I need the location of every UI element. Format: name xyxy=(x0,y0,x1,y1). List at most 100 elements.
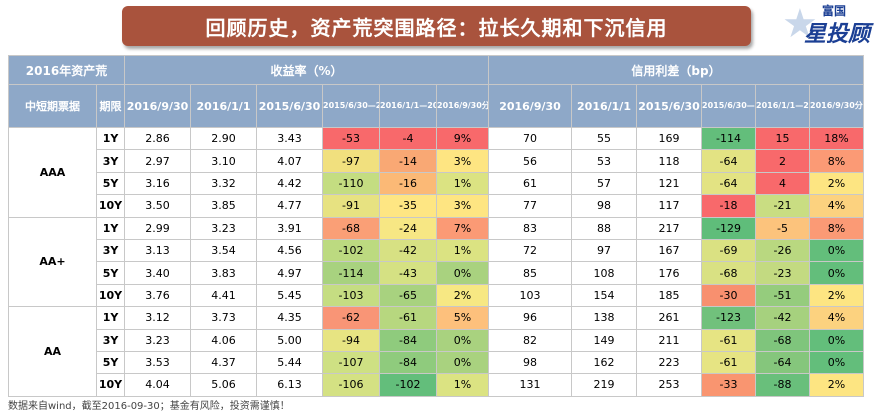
spread-cell: 169 xyxy=(636,126,702,151)
yield-cell: 3.91 xyxy=(256,216,323,240)
spread-cell: -64 xyxy=(701,171,756,196)
spread-cell: 167 xyxy=(636,238,702,263)
yield-cell: 4.77 xyxy=(256,194,323,218)
spread-cell: -26 xyxy=(755,238,810,263)
spread-cell: 55 xyxy=(571,126,637,151)
yield-cell: 4.97 xyxy=(256,261,323,285)
header-yield-col-0: 2016/9/30 xyxy=(124,84,191,128)
term-label: 5Y xyxy=(96,171,125,196)
spread-cell: -23 xyxy=(755,261,810,285)
header-spread-col-3: 2015/6/30—2016/1/1变动（bp） xyxy=(701,84,756,128)
header-spread-col-2: 2015/6/30 xyxy=(636,84,702,128)
spread-cell: 131 xyxy=(488,373,572,397)
spread-cell: 103 xyxy=(488,283,572,308)
spread-cell: 223 xyxy=(636,350,702,375)
term-label: 3Y xyxy=(96,238,125,263)
header-yield-col-4: 2016/1/1—2016/9/30变动（bp） xyxy=(379,84,437,128)
yield-cell: 3.73 xyxy=(190,306,257,330)
spread-cell: 121 xyxy=(636,171,702,196)
spread-cell: 82 xyxy=(488,328,572,352)
spread-cell: -68 xyxy=(755,328,810,352)
header-spread-group: 信用利差（bp） xyxy=(488,55,864,85)
yield-cell: -106 xyxy=(322,373,380,397)
header-spread-col-4: 2016/1/1—2016/9/30变动（bp） xyxy=(755,84,810,128)
yield-cell: 3.13 xyxy=(124,238,191,263)
header-yield-col-5: 2016/9/30分位数 xyxy=(436,84,489,128)
spread-cell: -5 xyxy=(755,216,810,240)
yield-cell: 6.13 xyxy=(256,373,323,397)
yield-cell: -65 xyxy=(379,283,437,308)
yield-cell: -61 xyxy=(379,306,437,330)
spread-cell: -18 xyxy=(701,194,756,218)
spread-cell: -33 xyxy=(701,373,756,397)
logo-line2: 星投顾 xyxy=(804,22,871,47)
spread-cell: 4% xyxy=(809,194,864,218)
header-yield-group: 收益率（%） xyxy=(124,55,489,85)
page-title: 回顾历史，资产荒突围路径：拉长久期和下沉信用 xyxy=(122,6,751,46)
yield-cell: 2.99 xyxy=(124,216,191,240)
rating-label: AA xyxy=(8,306,97,397)
yield-cell: -62 xyxy=(322,306,380,330)
spread-cell: 56 xyxy=(488,149,572,173)
term-label: 5Y xyxy=(96,261,125,285)
spread-cell: 219 xyxy=(571,373,637,397)
yield-cell: -110 xyxy=(322,171,380,196)
yield-cell: -102 xyxy=(379,373,437,397)
spread-cell: -51 xyxy=(755,283,810,308)
yield-cell: 3.43 xyxy=(256,126,323,151)
table-row: 5Y 3.40 3.83 4.97 -114 -43 0% 85 108 176 -68 -23 0% xyxy=(9,261,864,285)
spread-cell: 154 xyxy=(571,283,637,308)
yield-cell: -84 xyxy=(379,350,437,375)
yield-cell: 3.12 xyxy=(124,306,191,330)
yield-cell: 0% xyxy=(436,350,489,375)
term-label: 1Y xyxy=(96,126,125,151)
yield-cell: 3.40 xyxy=(124,261,191,285)
spread-cell: -21 xyxy=(755,194,810,218)
logo-line1: 富国 xyxy=(822,4,847,18)
header-yield-col-1: 2016/1/1 xyxy=(190,84,257,128)
spread-cell: 4 xyxy=(755,171,810,196)
yield-cell: 3% xyxy=(436,149,489,173)
yield-cell: 3% xyxy=(436,194,489,218)
rating-label: AAA xyxy=(8,127,97,218)
yield-cell: 5.45 xyxy=(256,283,323,308)
header-yield-col-2: 2015/6/30 xyxy=(256,84,323,128)
yield-cell: -43 xyxy=(379,261,437,285)
yield-cell: -102 xyxy=(322,238,380,263)
spread-cell: 61 xyxy=(488,171,572,196)
yield-cell: 1% xyxy=(436,171,489,196)
spread-cell: 118 xyxy=(636,149,702,173)
spread-cell: 217 xyxy=(636,216,702,240)
yield-cell: -97 xyxy=(322,149,380,173)
spread-cell: -61 xyxy=(701,328,756,352)
yield-cell: 2.97 xyxy=(124,149,191,173)
yield-cell: 3.76 xyxy=(124,283,191,308)
table-row: 10Y 3.76 4.41 5.45 -103 -65 2% 103 154 185 -30 -51 2… xyxy=(9,283,864,308)
spread-cell: -114 xyxy=(701,126,756,151)
spread-cell: -42 xyxy=(755,306,810,330)
spread-cell: 4% xyxy=(809,306,864,330)
yield-cell: -14 xyxy=(379,149,437,173)
spread-cell: 98 xyxy=(488,350,572,375)
spread-cell: 211 xyxy=(636,328,702,352)
spread-cell: 2 xyxy=(755,149,810,173)
table-row: 10Y 3.50 3.85 4.77 -91 -35 3% 77 98 117 -18 -21 4% xyxy=(9,194,864,218)
yield-cell: 4.06 xyxy=(190,328,257,352)
yield-cell: 4.07 xyxy=(256,149,323,173)
spread-cell: 2% xyxy=(809,171,864,196)
yield-cell: 4.35 xyxy=(256,306,323,330)
yield-cell: -4 xyxy=(379,126,437,151)
yield-cell: -91 xyxy=(322,194,380,218)
table-row: 3Y 3.13 3.54 4.56 -102 -42 1% 72 97 167 -69 -26 0% xyxy=(9,238,864,263)
spread-cell: 83 xyxy=(488,216,572,240)
spread-cell: 18% xyxy=(809,126,864,151)
spread-cell: 8% xyxy=(809,149,864,173)
yield-cell: 4.42 xyxy=(256,171,323,196)
spread-cell: 253 xyxy=(636,373,702,397)
term-label: 3Y xyxy=(96,149,125,173)
spread-cell: 185 xyxy=(636,283,702,308)
yield-cell: -53 xyxy=(322,126,380,151)
spread-cell: 96 xyxy=(488,306,572,330)
yield-cell: -84 xyxy=(379,328,437,352)
spread-cell: -30 xyxy=(701,283,756,308)
